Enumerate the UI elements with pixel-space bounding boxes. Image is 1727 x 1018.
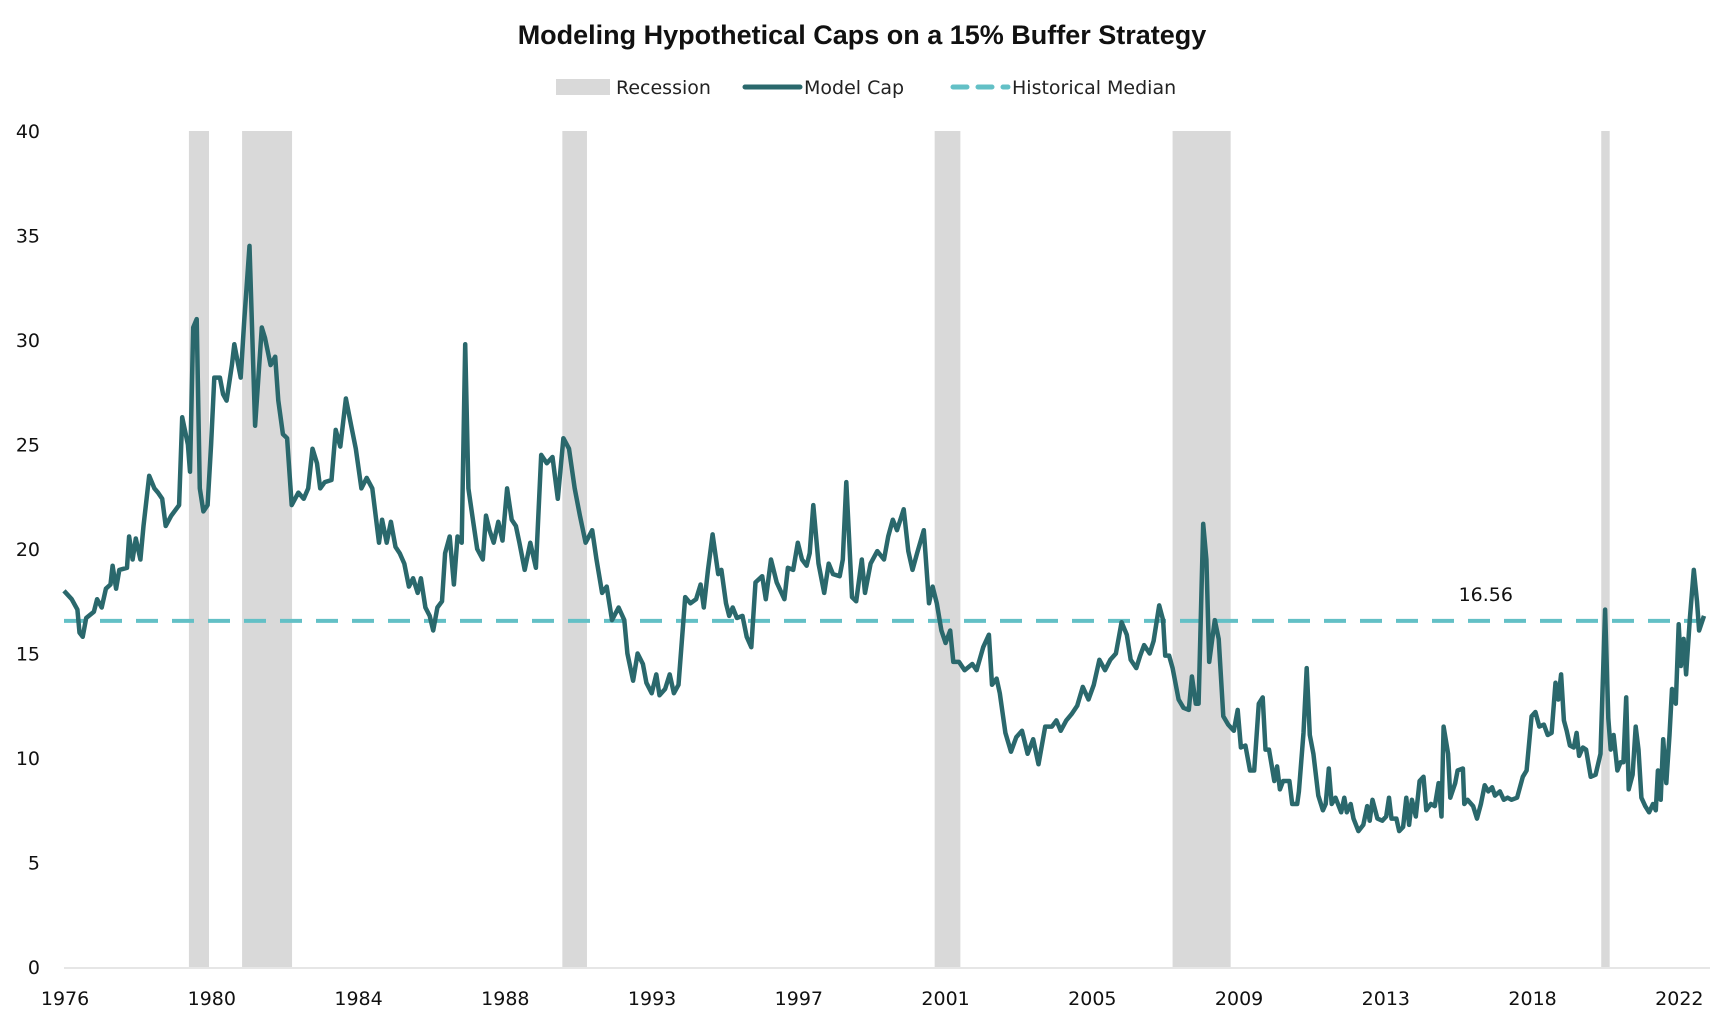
y-tick-label: 5: [28, 853, 40, 875]
x-tick-label: 2001: [921, 988, 969, 1010]
y-tick-label: 25: [16, 435, 40, 457]
recession-band: [1601, 131, 1610, 967]
x-tick-label: 2022: [1655, 988, 1703, 1010]
x-tick-label: 1984: [334, 988, 382, 1010]
recession-band: [562, 131, 587, 967]
x-tick-label: 1993: [628, 988, 676, 1010]
legend-label-model-cap: Model Cap: [804, 77, 904, 99]
median-annotation: 16.56: [1459, 584, 1513, 606]
legend-swatch-recession: [556, 79, 610, 95]
chart-title: Modeling Hypothetical Caps on a 15% Buff…: [518, 20, 1207, 50]
y-tick-label: 20: [16, 539, 40, 561]
y-tick-label: 10: [16, 748, 40, 770]
x-tick-label: 2018: [1508, 988, 1556, 1010]
y-tick-label: 40: [16, 121, 40, 143]
model-cap-line: [62, 243, 1707, 834]
y-axis: 0 5 10 15 20 25 30 35 40: [16, 121, 40, 979]
x-tick-label: 1988: [481, 988, 529, 1010]
x-tick-label: 1976: [41, 988, 89, 1010]
x-tick-label: 1997: [775, 988, 823, 1010]
x-tick-label: 2005: [1068, 988, 1116, 1010]
x-axis: 1976 1980 1984 1988 1993 1997 2001 2005 2009 2013…: [41, 988, 1704, 1010]
y-tick-label: 15: [16, 644, 40, 666]
recession-band: [934, 131, 961, 967]
legend-label-recession: Recession: [616, 77, 711, 99]
recession-bands: [188, 131, 1610, 967]
y-tick-label: 30: [16, 330, 40, 352]
y-tick-label: 0: [28, 957, 40, 979]
x-tick-label: 2009: [1215, 988, 1263, 1010]
legend-label-historical-median: Historical Median: [1012, 77, 1176, 99]
legend: Recession Model Cap Historical Median: [556, 77, 1176, 99]
x-tick-label: 1980: [188, 988, 236, 1010]
x-tick-label: 2013: [1362, 988, 1410, 1010]
y-tick-label: 35: [16, 226, 40, 248]
recession-band: [188, 131, 209, 967]
